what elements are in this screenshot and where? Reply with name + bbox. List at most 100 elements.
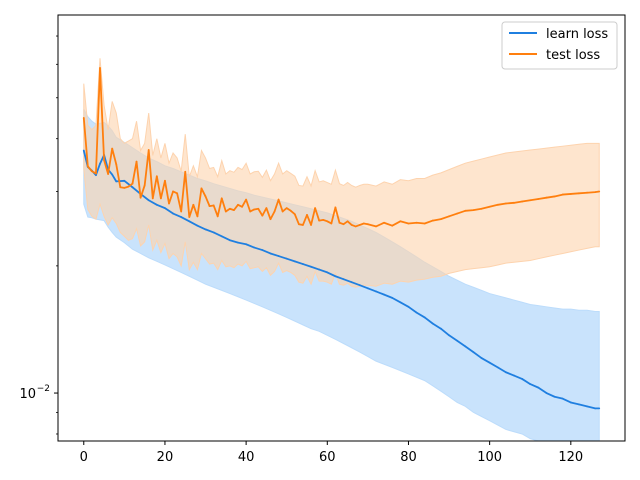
point-test-loss bbox=[289, 209, 292, 212]
point-learn-loss bbox=[586, 405, 588, 408]
point-test-loss bbox=[159, 197, 162, 200]
point-test-loss bbox=[196, 215, 199, 218]
point-learn-loss bbox=[342, 278, 345, 281]
point-learn-loss bbox=[578, 403, 580, 406]
point-learn-loss bbox=[334, 275, 337, 278]
point-test-loss bbox=[273, 210, 276, 213]
point-learn-loss bbox=[456, 339, 459, 342]
point-test-loss bbox=[220, 197, 223, 200]
point-test-loss bbox=[285, 207, 288, 210]
point-learn-loss bbox=[561, 397, 564, 400]
point-test-loss bbox=[151, 197, 154, 200]
point-test-loss bbox=[302, 224, 304, 226]
point-test-loss bbox=[346, 220, 349, 223]
point-learn-loss bbox=[480, 357, 483, 359]
point-test-loss bbox=[245, 198, 248, 201]
point-learn-loss bbox=[366, 287, 369, 290]
x-tick-label: 60 bbox=[319, 450, 336, 465]
point-test-loss bbox=[293, 213, 296, 216]
legend-label-learn-loss: learn loss bbox=[546, 27, 608, 42]
point-test-loss bbox=[257, 207, 260, 210]
point-test-loss bbox=[480, 207, 483, 210]
point-test-loss bbox=[496, 203, 499, 206]
point-test-loss bbox=[326, 220, 329, 223]
point-test-loss bbox=[354, 225, 357, 228]
point-learn-loss bbox=[204, 228, 207, 231]
point-test-loss bbox=[188, 216, 191, 218]
point-learn-loss bbox=[82, 149, 85, 152]
point-test-loss bbox=[431, 219, 434, 222]
point-learn-loss bbox=[350, 281, 353, 284]
point-learn-loss bbox=[504, 371, 507, 374]
point-test-loss bbox=[224, 210, 227, 213]
point-test-loss bbox=[241, 205, 243, 208]
point-learn-loss bbox=[464, 345, 467, 348]
point-learn-loss bbox=[440, 327, 442, 330]
point-test-loss bbox=[586, 191, 588, 194]
point-test-loss bbox=[208, 205, 211, 208]
plot-frame bbox=[57, 14, 626, 442]
x-tick-label: 80 bbox=[400, 450, 417, 465]
point-test-loss bbox=[407, 222, 410, 225]
y-tick-exponent: −2 bbox=[37, 384, 50, 394]
point-test-loss bbox=[362, 222, 365, 225]
point-test-loss bbox=[561, 193, 564, 196]
point-test-loss bbox=[86, 165, 89, 168]
point-test-loss bbox=[391, 224, 394, 227]
point-learn-loss bbox=[269, 252, 272, 255]
x-tick-label: 20 bbox=[157, 450, 174, 465]
point-test-loss bbox=[334, 206, 337, 209]
point-test-loss bbox=[322, 218, 325, 221]
point-test-loss bbox=[228, 207, 231, 210]
line-test-loss bbox=[82, 67, 600, 228]
point-test-loss bbox=[143, 184, 146, 187]
point-learn-loss bbox=[95, 174, 97, 177]
point-test-loss bbox=[277, 198, 280, 201]
point-learn-loss bbox=[172, 212, 174, 215]
point-learn-loss bbox=[399, 301, 402, 304]
point-test-loss bbox=[261, 214, 264, 217]
point-test-loss bbox=[216, 215, 219, 218]
point-learn-loss bbox=[529, 383, 532, 385]
point-test-loss bbox=[192, 203, 195, 206]
point-learn-loss bbox=[253, 246, 256, 249]
y-axis: 10 −2 bbox=[19, 35, 58, 435]
point-test-loss bbox=[119, 186, 122, 189]
x-tick-label: 100 bbox=[477, 450, 502, 465]
point-learn-loss bbox=[188, 220, 191, 223]
point-test-loss bbox=[338, 221, 341, 224]
point-test-loss bbox=[529, 199, 532, 202]
point-test-loss bbox=[269, 218, 272, 221]
point-learn-loss bbox=[237, 241, 239, 244]
point-learn-loss bbox=[212, 231, 215, 234]
point-learn-loss bbox=[598, 407, 601, 410]
point-learn-loss bbox=[318, 268, 321, 271]
x-axis: 0 20 40 60 80 100 120 bbox=[80, 441, 583, 465]
point-test-loss bbox=[472, 209, 475, 212]
point-test-loss bbox=[306, 214, 308, 216]
point-test-loss bbox=[330, 222, 333, 225]
point-test-loss bbox=[155, 175, 158, 178]
point-test-loss bbox=[139, 196, 142, 199]
point-learn-loss bbox=[358, 284, 361, 287]
point-test-loss bbox=[440, 218, 442, 221]
point-test-loss bbox=[180, 210, 183, 213]
point-test-loss bbox=[131, 182, 134, 185]
point-test-loss bbox=[265, 207, 268, 210]
point-test-loss bbox=[314, 207, 317, 210]
point-learn-loss bbox=[123, 179, 126, 182]
point-test-loss bbox=[594, 191, 597, 193]
point-learn-loss bbox=[383, 293, 386, 296]
x-tick-label: 0 bbox=[80, 450, 88, 465]
point-test-loss bbox=[164, 179, 166, 182]
x-tick-label: 120 bbox=[558, 450, 583, 465]
point-test-loss bbox=[399, 220, 402, 223]
point-test-loss bbox=[99, 67, 101, 69]
point-test-loss bbox=[82, 117, 85, 119]
point-learn-loss bbox=[310, 265, 312, 268]
point-learn-loss bbox=[407, 305, 410, 308]
confidence-bands bbox=[83, 58, 600, 441]
point-test-loss bbox=[200, 187, 203, 190]
point-learn-loss bbox=[496, 366, 499, 369]
